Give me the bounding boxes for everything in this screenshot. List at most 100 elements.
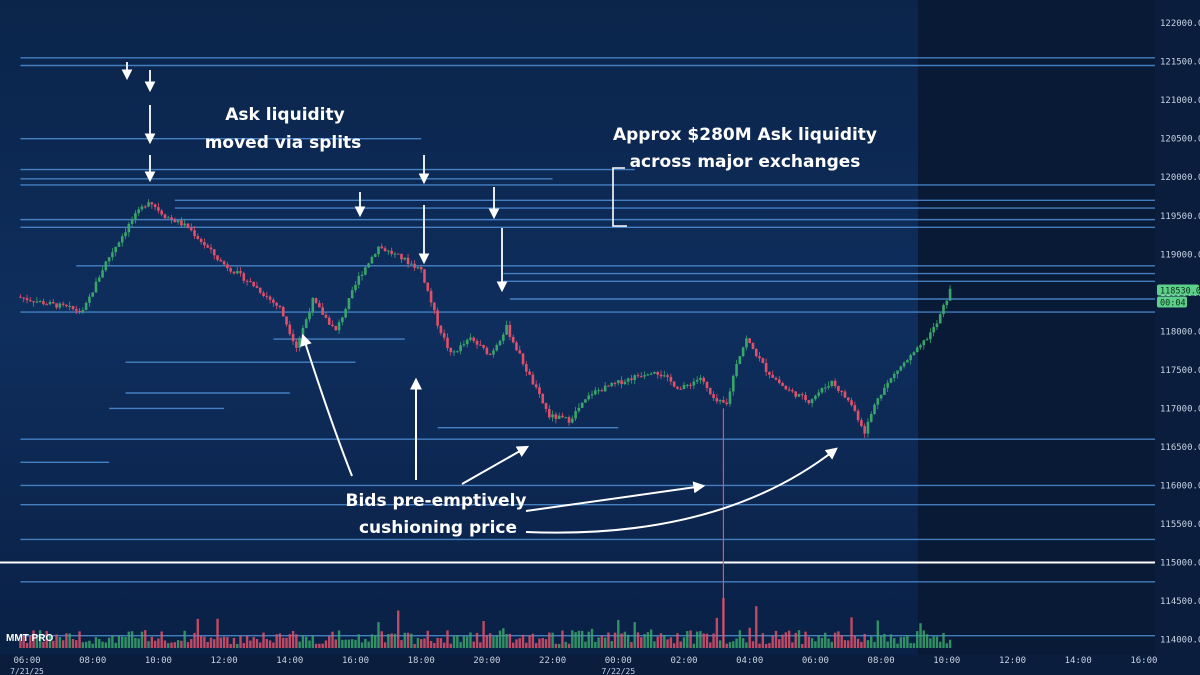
volume-bar: [140, 631, 144, 648]
candle-body: [623, 381, 627, 385]
candle-body: [186, 223, 190, 228]
volume-bar: [922, 630, 926, 648]
candle-body: [541, 394, 545, 404]
candle-body: [482, 344, 485, 348]
volume-bar: [879, 635, 883, 648]
volume-bar: [919, 623, 922, 648]
volume-bar: [666, 639, 669, 648]
volume-bar: [19, 640, 22, 648]
volume-bar: [380, 631, 383, 648]
volume-bar: [482, 621, 485, 648]
volume-bar: [153, 640, 157, 648]
candle-body: [406, 257, 410, 265]
price-candles: [19, 199, 952, 648]
candle-body: [189, 227, 193, 231]
candle-body: [600, 390, 604, 392]
candle-body: [143, 206, 147, 208]
time-axis-panel[interactable]: [0, 655, 1200, 675]
volume-bar: [406, 632, 410, 648]
candle-body: [22, 297, 26, 299]
volume-bar: [640, 637, 643, 648]
volume-bar: [387, 634, 390, 648]
candle-body: [318, 303, 321, 308]
volume-bar: [134, 637, 137, 648]
volume-bar: [643, 634, 646, 648]
volume-bar: [360, 642, 364, 648]
candle-body: [81, 310, 85, 312]
candle-body: [840, 390, 843, 392]
candle-body: [28, 300, 32, 302]
volume-bar: [196, 618, 200, 648]
candle-body: [91, 292, 94, 297]
volume-bar: [544, 639, 548, 648]
candle-body: [426, 282, 430, 291]
volume-bar: [433, 643, 436, 648]
candle-body: [25, 298, 29, 301]
candle-body: [587, 395, 591, 400]
time-tick-label: 14:00: [276, 656, 303, 666]
volume-bar: [768, 643, 771, 648]
candle-body: [35, 301, 39, 303]
volume-bar: [55, 634, 58, 648]
candle-body: [728, 391, 732, 404]
volume-bar: [636, 632, 640, 648]
volume-bar: [663, 634, 666, 648]
candle-body: [853, 405, 857, 411]
volume-bar: [807, 636, 811, 648]
candle-body: [617, 380, 620, 384]
volume-bar: [794, 632, 797, 648]
candle-body: [117, 242, 121, 247]
volume-bar: [580, 630, 584, 648]
volume-bar: [613, 632, 617, 648]
volume-bar: [475, 632, 479, 648]
candle-body: [666, 375, 669, 377]
volume-bar: [354, 639, 357, 648]
volume-bar: [203, 636, 206, 648]
candle-body: [301, 327, 305, 338]
volume-bar: [291, 630, 295, 648]
volume-bar: [554, 643, 558, 648]
candle-body: [577, 407, 581, 412]
candle-body: [120, 236, 124, 243]
volume-bar: [410, 633, 413, 648]
price-axis-panel[interactable]: [1155, 0, 1200, 655]
candle-body: [347, 298, 351, 310]
volume-bar: [465, 636, 469, 648]
candle-body: [74, 309, 78, 311]
volume-bar: [883, 633, 886, 648]
volume-bar: [574, 632, 577, 648]
volume-bar: [945, 643, 948, 648]
candle-body: [938, 314, 942, 324]
candle-body: [584, 399, 587, 403]
volume-bar: [797, 630, 801, 648]
volume-bar: [180, 640, 183, 648]
volume-bar: [505, 634, 508, 648]
volume-bar: [78, 631, 81, 648]
candle-body: [278, 305, 282, 308]
candle-body: [886, 382, 889, 388]
date-label: 7/22/25: [601, 667, 635, 675]
candle-body: [42, 301, 45, 305]
time-tick-label: 08:00: [868, 656, 895, 666]
candle-body: [909, 355, 912, 361]
candle-body: [475, 340, 479, 345]
volume-bar: [939, 641, 942, 648]
candle-body: [150, 202, 154, 205]
candle-body: [745, 338, 748, 348]
volume-bar: [88, 640, 91, 648]
volume-bar: [121, 636, 124, 648]
candle-body: [439, 325, 443, 334]
time-tick-label: 14:00: [1065, 656, 1092, 666]
candle-body: [800, 394, 804, 396]
volume-bar: [439, 638, 443, 648]
candle-body: [403, 257, 407, 260]
price-tick-label: 122000.0: [1160, 19, 1200, 29]
candle-body: [341, 317, 344, 323]
volume-bar: [567, 643, 571, 648]
time-axis: 06:00 08:00 10:00 12:00 14:00 16:00 18:00 20:00…: [10, 656, 1157, 675]
candle-body: [78, 310, 81, 312]
volume-bar: [889, 634, 893, 648]
candle-body: [436, 310, 439, 326]
volume-bar: [190, 639, 193, 648]
volume-bar: [127, 631, 131, 648]
